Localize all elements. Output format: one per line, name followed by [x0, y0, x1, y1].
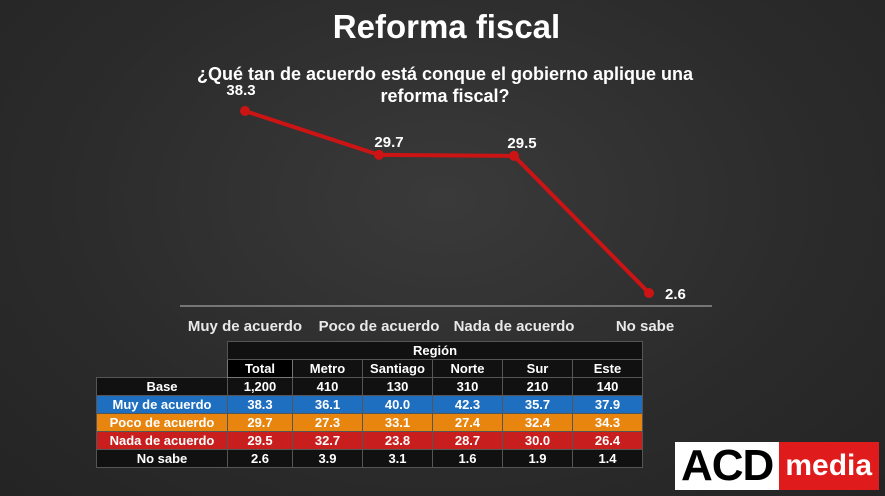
chart-subtitle: ¿Qué tan de acuerdo está conque el gobie…	[196, 64, 694, 106]
table-cell: 2.6	[227, 449, 293, 468]
table-cell: 33.1	[362, 413, 433, 432]
table-cell: 140	[572, 377, 643, 396]
table-cell: 38.3	[227, 395, 293, 414]
table-cell: 40.0	[362, 395, 433, 414]
column-header-metro: Metro	[292, 359, 363, 378]
table-cell: 30.0	[502, 431, 573, 450]
logo-acd-text: ACD	[675, 442, 780, 490]
table-cell: 35.7	[502, 395, 573, 414]
row-label: No sabe	[96, 449, 228, 468]
row-label: Muy de acuerdo	[96, 395, 228, 414]
column-header-norte: Norte	[432, 359, 503, 378]
table-cell: 34.3	[572, 413, 643, 432]
x-tick-label: Nada de acuerdo	[453, 318, 575, 335]
data-label: 2.6	[665, 286, 686, 303]
table-cell: 32.4	[502, 413, 573, 432]
column-header-este: Este	[572, 359, 643, 378]
table-cell: 1.4	[572, 449, 643, 468]
table-row-no-sabe: No sabe 2.6 3.9 3.1 1.6 1.9 1.4	[96, 449, 643, 468]
column-header-total: Total	[227, 359, 293, 378]
row-label: Nada de acuerdo	[96, 431, 228, 450]
data-point	[509, 150, 519, 161]
table-cell: 37.9	[572, 395, 643, 414]
table-row-muy-de-acuerdo: Muy de acuerdo 38.3 36.1 40.0 42.3 35.7 …	[96, 395, 643, 414]
table-cell: 1.6	[432, 449, 503, 468]
data-point	[644, 288, 654, 298]
table-cell: 36.1	[292, 395, 363, 414]
table-row-base: Base 1,200 410 130 310 210 140	[96, 377, 643, 396]
x-tick-label: Poco de acuerdo	[318, 318, 440, 335]
table-cell: 28.7	[432, 431, 503, 450]
page-title: Reforma fiscal	[332, 8, 561, 45]
region-table: Región Total Metro Santiago Norte Sur Es…	[96, 341, 643, 468]
table-cell: 3.1	[362, 449, 433, 468]
table-column-header-row: Total Metro Santiago Norte Sur Este	[97, 359, 643, 378]
table-cell: 130	[362, 377, 433, 396]
table-group-header-row: Región	[97, 341, 643, 360]
table-cell: 29.7	[227, 413, 293, 432]
acd-media-logo: ACD media	[675, 442, 880, 490]
line-chart: 38.3 29.7 29.5 2.6	[180, 82, 712, 307]
data-label: 29.5	[507, 135, 536, 152]
table-row-nada-de-acuerdo: Nada de acuerdo 29.5 32.7 23.8 28.7 30.0…	[96, 431, 643, 450]
table-cell: 3.9	[292, 449, 363, 468]
data-point	[240, 106, 250, 116]
table-cell: 32.7	[292, 431, 363, 450]
data-point	[374, 149, 384, 160]
column-header-santiago: Santiago	[362, 359, 433, 378]
logo-media-text: media	[779, 442, 880, 490]
x-tick-label: No sabe	[615, 318, 675, 335]
data-label: 29.7	[374, 134, 403, 151]
column-header-sur: Sur	[502, 359, 573, 378]
table-cell: 210	[502, 377, 573, 396]
table-cell: 410	[292, 377, 363, 396]
table-cell: 1,200	[227, 377, 293, 396]
table-cell: 1.9	[502, 449, 573, 468]
table-cell: 23.8	[362, 431, 433, 450]
row-label: Base	[96, 377, 228, 396]
table-cell: 310	[432, 377, 503, 396]
region-header: Región	[227, 341, 643, 360]
series-line	[244, 109, 651, 295]
table-cell: 27.3	[292, 413, 363, 432]
table-row-poco-de-acuerdo: Poco de acuerdo 29.7 27.3 33.1 27.4 32.4…	[96, 413, 643, 432]
row-label: Poco de acuerdo	[96, 413, 228, 432]
x-tick-label: Muy de acuerdo	[187, 318, 303, 335]
table-cell: 27.4	[432, 413, 503, 432]
table-cell: 42.3	[432, 395, 503, 414]
table-cell: 26.4	[572, 431, 643, 450]
data-label: 38.3	[226, 82, 255, 99]
table-cell: 29.5	[227, 431, 293, 450]
